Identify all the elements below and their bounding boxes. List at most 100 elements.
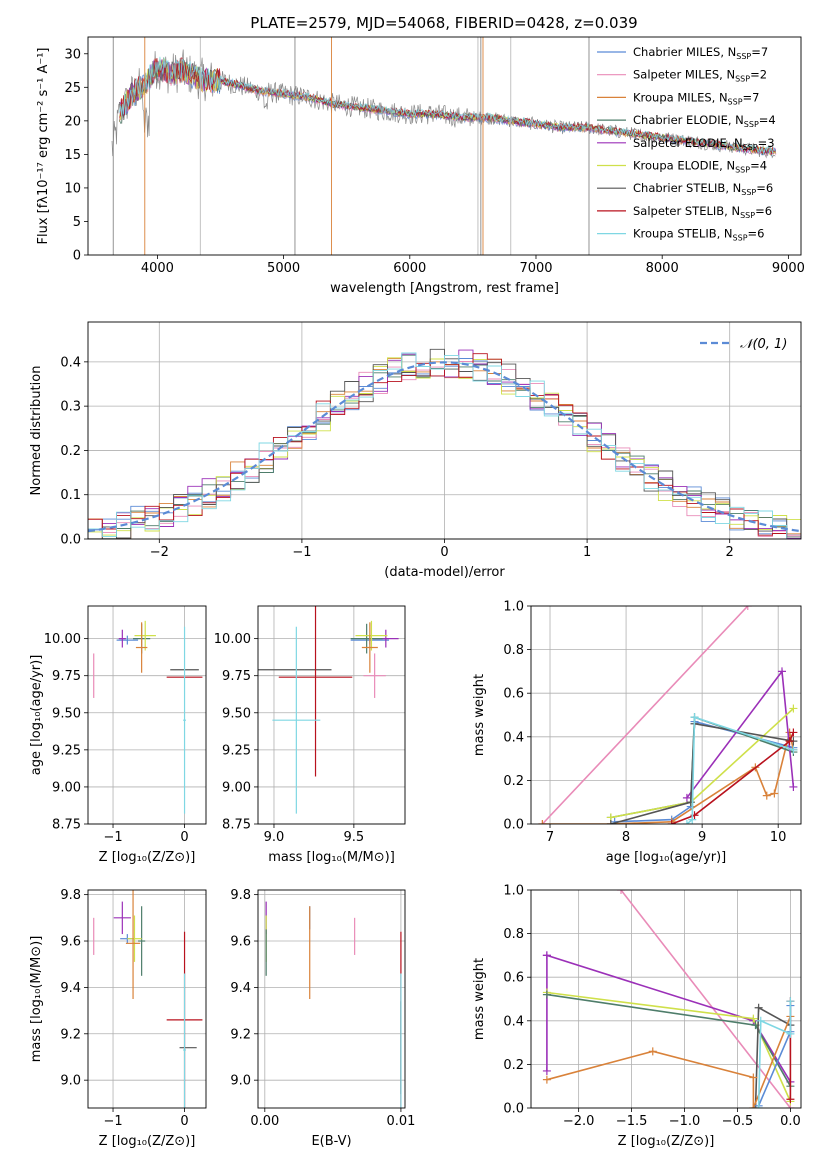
- weight-line: [686, 716, 794, 824]
- error-cross: [127, 915, 142, 962]
- weight-marker: [786, 1095, 795, 1104]
- y-tick-label: 1.0: [503, 884, 524, 899]
- y-tick-label: 9.6: [60, 935, 81, 950]
- legend-entry: Chabrier MILES, NSSP=7: [633, 45, 768, 61]
- spectrum-plot-area: [111, 37, 777, 255]
- figure-title: PLATE=2579, MJD=54068, FIBERID=0428, z=0…: [250, 14, 637, 32]
- age-vs-z-panel: −1 0 8.75 9.00 9.25 9.50 9.75 10.00 Z [log₁₀(Z/Z…: [29, 605, 207, 865]
- weight-line: [620, 890, 792, 1108]
- age-vs-mass-plot-area: [258, 606, 399, 814]
- y-tick-label: 0.0: [60, 533, 81, 548]
- x-tick-label: 9.5: [344, 830, 365, 845]
- weight-series: [538, 728, 798, 824]
- y-tick-label: 0.1: [60, 488, 81, 503]
- y-tick-label: 0.2: [60, 444, 81, 459]
- axes-frame: [87, 36, 802, 256]
- y-tick-label: 8.75: [52, 818, 81, 833]
- mass-vs-z-panel: −1 0 9.0 9.2 9.4 9.6 9.8 Z [log₁₀(Z/Z⊙)] mass [l…: [29, 888, 207, 1149]
- y-tick-label: 0.2: [503, 1058, 524, 1073]
- weight-marker: [789, 728, 798, 737]
- error-cross: [183, 973, 186, 1108]
- weight-line: [546, 954, 792, 1083]
- x-tick-label: −0.5: [722, 1114, 754, 1129]
- weight-series: [682, 667, 798, 802]
- x-axis-label: Z [log₁₀(Z/Z⊙)]: [618, 1134, 715, 1149]
- error-cross: [361, 622, 378, 673]
- x-tick-label: 7: [546, 830, 554, 845]
- residuals-panel: −2 −1 0 1 2 0.0 0.1 0.2 0.3 0.4 (data-model)/error…: [29, 321, 802, 580]
- legend-entry: Kroupa STELIB, NSSP=6: [633, 227, 764, 243]
- error-cross: [116, 635, 139, 645]
- y-tick-label: 25: [64, 81, 81, 96]
- residuals-plot-area: [88, 348, 801, 539]
- legend-entry: Salpeter MILES, NSSP=2: [633, 68, 767, 84]
- weight-vs-age-panel: 7 8 9 10 0.0 0.2 0.4 0.6 0.8 1.0 age [log₁₀(age/yr…: [472, 600, 802, 865]
- weight-marker: [606, 820, 615, 824]
- weight-marker: [789, 745, 798, 754]
- y-axis-label: mass weight: [472, 958, 487, 1040]
- y-tick-label: 9.6: [230, 935, 251, 950]
- error-cross: [363, 653, 386, 698]
- error-cross: [278, 606, 353, 777]
- y-tick-label: 9.50: [52, 706, 81, 721]
- weight-marker: [789, 704, 798, 713]
- y-axis-label: mass weight: [472, 674, 487, 756]
- spectrum-legend: Chabrier MILES, NSSP=7 Salpeter MILES, NS…: [597, 45, 776, 243]
- legend-entry: Kroupa MILES, NSSP=7: [633, 90, 759, 106]
- x-tick-label: 9.0: [264, 830, 285, 845]
- x-tick-label: −2: [150, 545, 169, 560]
- weight-marker: [667, 820, 676, 824]
- x-tick-label: −2.0: [563, 1114, 595, 1129]
- axes-frame: [257, 889, 406, 1109]
- y-tick-label: 9.4: [60, 981, 81, 996]
- x-tick-label: 0.00: [250, 1114, 279, 1129]
- y-tick-label: 30: [64, 47, 81, 62]
- x-axis-label: mass [log₁₀(M/M⊙)]: [268, 850, 395, 865]
- y-tick-label: 9.75: [52, 669, 81, 684]
- error-cross: [355, 620, 388, 651]
- y-tick-label: 9.2: [60, 1027, 81, 1042]
- x-tick-label: 1: [583, 545, 591, 560]
- weight-marker: [786, 1029, 795, 1038]
- error-cross: [138, 906, 146, 976]
- weight-marker: [749, 1014, 758, 1023]
- legend-entry: Chabrier STELIB, NSSP=6: [633, 181, 773, 197]
- error-cross: [118, 629, 126, 648]
- y-axis-label: Flux [fλ10⁻¹⁷ erg cm⁻² s⁻¹ A⁻¹]: [36, 48, 51, 245]
- x-tick-label: 2: [726, 545, 734, 560]
- y-tick-label: 9.0: [230, 1074, 251, 1089]
- y-tick-label: 8.75: [222, 818, 251, 833]
- weight-marker: [743, 606, 752, 610]
- weight-line: [610, 722, 794, 824]
- weight-marker: [789, 782, 798, 791]
- axes-frame: [530, 889, 802, 1109]
- age-vs-mass-panel: 9.0 9.5 8.75 9.00 9.25 9.50 9.75 10.00 mass [log…: [214, 605, 406, 865]
- x-tick-label: 0: [180, 830, 188, 845]
- weight-marker: [754, 1003, 763, 1012]
- y-tick-label: 0.4: [60, 355, 81, 370]
- y-tick-label: 10.00: [44, 632, 81, 647]
- weight-marker: [762, 791, 771, 800]
- y-tick-label: 9.00: [222, 780, 251, 795]
- x-tick-label: 0: [440, 545, 448, 560]
- y-tick-label: 10.00: [214, 632, 251, 647]
- y-tick-label: 0.8: [503, 927, 524, 942]
- x-tick-label: 8: [622, 830, 630, 845]
- legend-entry: Salpeter STELIB, NSSP=6: [633, 204, 772, 220]
- y-tick-label: 0.2: [503, 774, 524, 789]
- age-vs-z-plot-area: [93, 620, 203, 814]
- legend-entry: Kroupa ELODIE, NSSP=4: [633, 159, 767, 175]
- x-axis-label: Z [log₁₀(Z/Z⊙)]: [99, 850, 196, 865]
- error-cross: [350, 623, 383, 654]
- y-tick-label: 9.50: [222, 706, 251, 721]
- weight-marker: [785, 737, 794, 746]
- weight-vs-z-plot-area: [542, 890, 795, 1108]
- x-tick-label: 7000: [519, 261, 552, 276]
- y-tick-label: 9.75: [222, 669, 251, 684]
- weight-marker: [754, 1104, 763, 1108]
- weight-marker: [542, 1066, 551, 1075]
- y-tick-label: 9.4: [230, 981, 251, 996]
- weight-marker: [542, 990, 551, 999]
- axes-frame: [87, 321, 802, 540]
- x-tick-label: −1.0: [669, 1114, 701, 1129]
